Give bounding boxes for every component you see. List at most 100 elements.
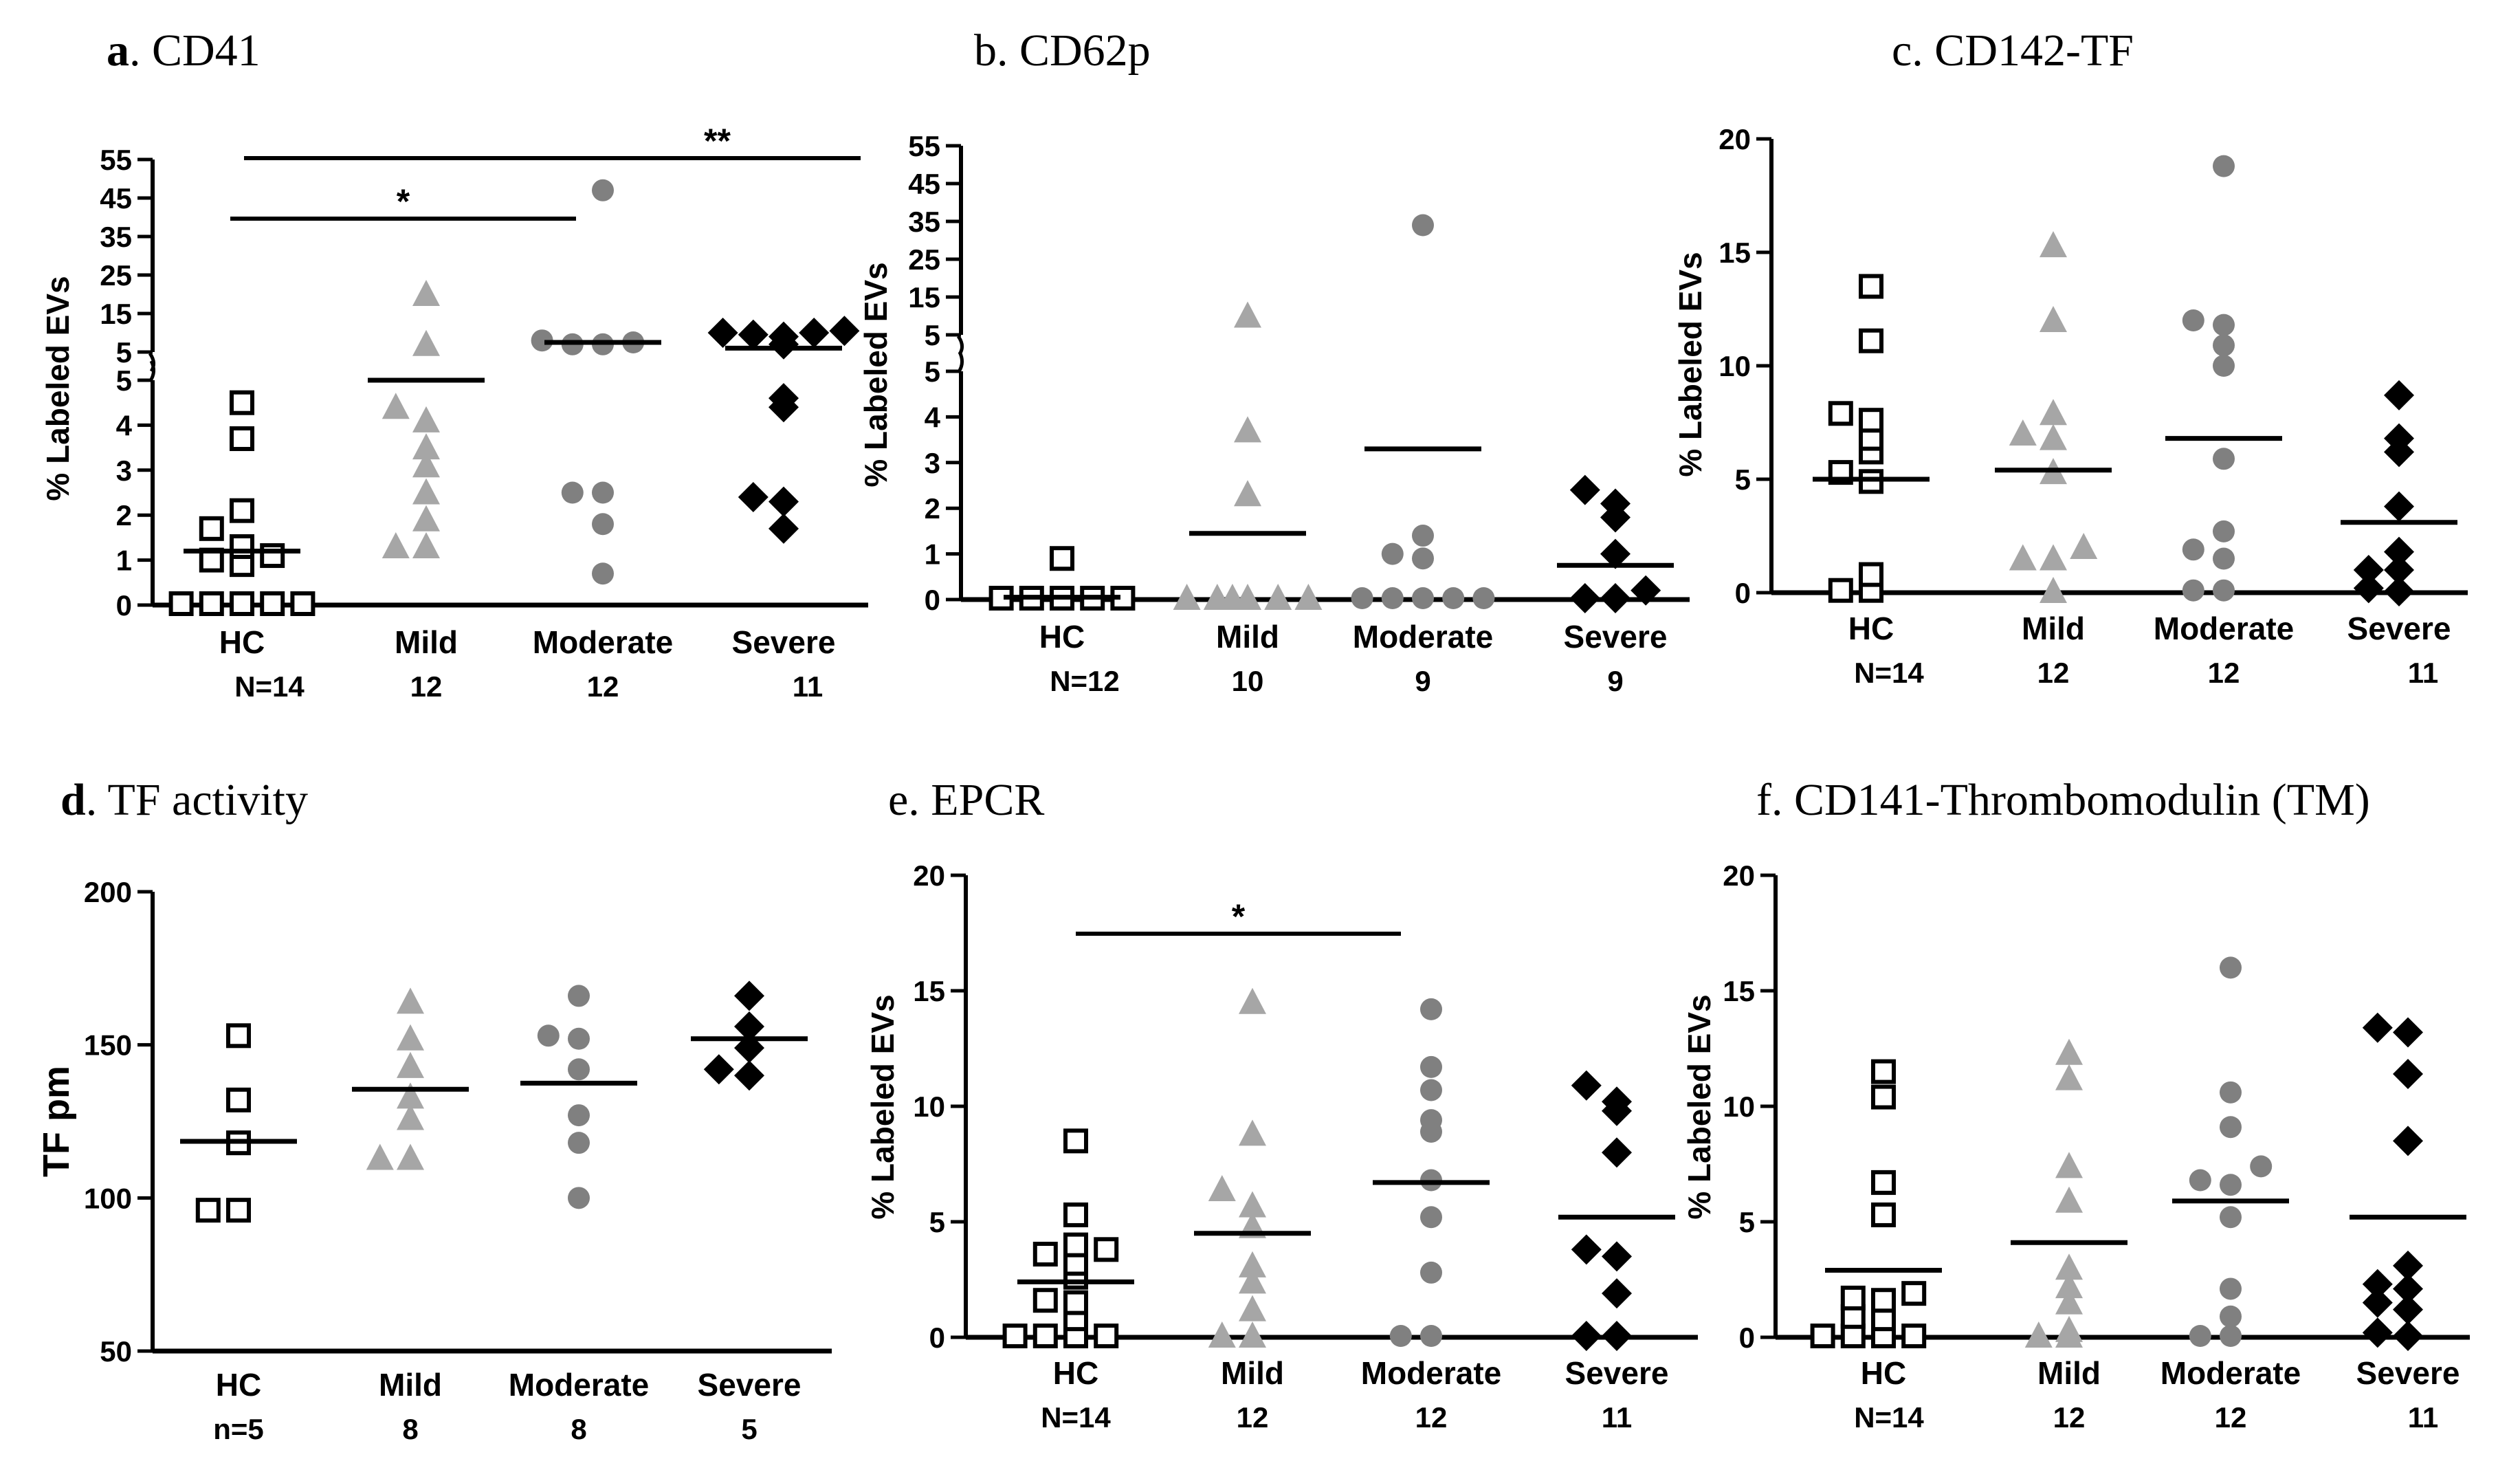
- n-label-hc: n=5: [213, 1413, 264, 1445]
- category-label-moderate: Moderate: [1361, 1355, 1501, 1391]
- category-label-moderate: Moderate: [2154, 611, 2294, 646]
- n-label-severe: 9: [1607, 665, 1623, 697]
- panel-c: c. CD142-TF 0 5 10 15 20 % Labeled EVs HC N=14 Mi…: [1672, 25, 2468, 689]
- data-point: [707, 318, 738, 348]
- data-point: [592, 562, 614, 585]
- n-label-hc: N=12: [1050, 665, 1120, 697]
- series-severe: [707, 316, 860, 544]
- panel-label: e. EPCR: [888, 775, 1044, 825]
- data-point: [1063, 1290, 1088, 1315]
- y-tick-label: 20: [1718, 123, 1751, 155]
- data-point: [412, 280, 440, 306]
- n-label-moderate: 12: [2215, 1401, 2247, 1434]
- y-tick-label: 2: [925, 492, 940, 525]
- panel-f: f. CD141-Thrombomodulin (TM) 0 5 10 15 20 % La…: [1681, 775, 2470, 1434]
- n-label-moderate: 12: [587, 670, 619, 703]
- data-point: [1569, 474, 1600, 505]
- data-point: [568, 985, 590, 1007]
- data-point: [1828, 578, 1853, 603]
- data-point: [2393, 1321, 2423, 1351]
- data-point: [2220, 1081, 2242, 1104]
- data-point: [2070, 533, 2098, 559]
- data-point: [230, 591, 254, 616]
- data-point: [1420, 1109, 1442, 1132]
- significance-label: **: [704, 122, 731, 160]
- data-point: [1002, 1324, 1028, 1348]
- data-point: [1571, 1070, 1602, 1101]
- data-point: [2213, 334, 2235, 357]
- n-label-hc: N=14: [1041, 1401, 1111, 1434]
- y-tick-label: 20: [913, 859, 945, 892]
- data-point: [2220, 956, 2242, 979]
- data-point: [2040, 399, 2067, 426]
- category-label-mild: Mild: [1216, 619, 1279, 655]
- data-point: [1420, 1261, 1442, 1284]
- data-point: [230, 534, 254, 559]
- data-point: [2384, 536, 2414, 567]
- category-label-severe: Severe: [732, 624, 836, 660]
- panel-title: f. CD141-Thrombomodulin (TM): [1756, 775, 2370, 825]
- data-point: [1239, 1321, 1266, 1348]
- data-point: [199, 516, 224, 541]
- n-label-moderate: 9: [1415, 665, 1430, 697]
- data-point: [1871, 1059, 1896, 1084]
- data-point: [561, 481, 584, 504]
- y-tick-label: 35: [100, 221, 132, 253]
- axis-break-mark: [148, 352, 155, 373]
- data-point: [2213, 448, 2235, 470]
- category-label-mild: Mild: [1221, 1355, 1284, 1391]
- data-point: [2055, 1186, 2083, 1213]
- data-point: [1063, 1202, 1088, 1227]
- data-point: [1063, 1232, 1088, 1258]
- data-point: [2055, 1253, 2083, 1280]
- n-label-severe: 11: [2408, 1401, 2438, 1434]
- category-label-hc: HC: [1039, 619, 1085, 655]
- y-axis-label: TF pm: [36, 1066, 77, 1177]
- data-point: [2353, 573, 2384, 604]
- n-label-mild: 12: [2037, 657, 2070, 689]
- data-point: [1239, 1191, 1266, 1218]
- n-label-hc: N=14: [1854, 657, 1924, 689]
- data-point: [1032, 1242, 1058, 1267]
- data-point: [412, 451, 440, 478]
- data-point: [2213, 155, 2235, 177]
- data-point: [592, 513, 614, 536]
- data-point: [2055, 1288, 2083, 1315]
- data-point: [568, 1187, 590, 1209]
- category-label-mild: Mild: [2037, 1355, 2101, 1391]
- data-point: [2362, 1269, 2393, 1299]
- data-point: [1840, 1285, 1866, 1310]
- y-tick-label: 4: [925, 401, 941, 433]
- series-mild: [2009, 231, 2098, 603]
- data-point: [703, 1054, 734, 1085]
- panel-title: e. EPCR: [888, 775, 1044, 825]
- y-tick-label: 1: [925, 538, 940, 571]
- data-point: [230, 390, 254, 415]
- n-label-mild: 12: [2053, 1401, 2086, 1434]
- y-tick-label: 55: [100, 144, 132, 176]
- n-label-moderate: 12: [2208, 657, 2240, 689]
- category-label-mild: Mild: [395, 624, 458, 660]
- n-label-moderate: 8: [571, 1413, 586, 1445]
- data-point: [1208, 1174, 1236, 1201]
- data-point: [1218, 584, 1246, 610]
- data-point: [799, 318, 830, 348]
- data-point: [2182, 309, 2204, 331]
- category-label-moderate: Moderate: [2160, 1355, 2301, 1391]
- data-point: [2384, 555, 2414, 585]
- data-point: [412, 406, 440, 432]
- data-point: [1239, 1267, 1266, 1294]
- n-label-severe: 11: [793, 670, 823, 703]
- data-point: [2213, 520, 2235, 542]
- data-point: [1234, 480, 1261, 507]
- data-point: [1871, 1084, 1896, 1110]
- data-point: [2384, 576, 2414, 606]
- data-point: [1412, 214, 1434, 237]
- data-point: [734, 1060, 764, 1091]
- data-point: [2213, 314, 2235, 336]
- data-point: [230, 498, 254, 523]
- series-severe: [2353, 380, 2414, 606]
- data-point: [2040, 306, 2067, 332]
- data-point: [1110, 586, 1136, 611]
